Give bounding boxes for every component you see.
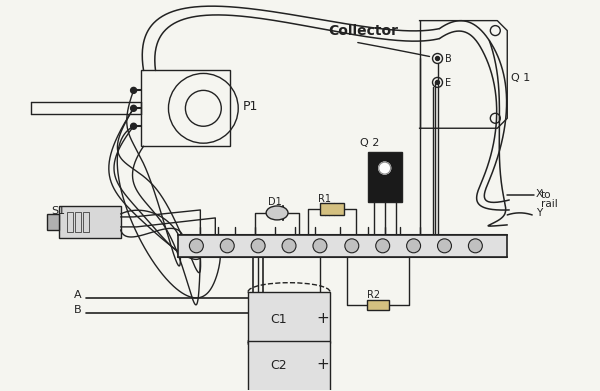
- Ellipse shape: [266, 206, 288, 220]
- Circle shape: [437, 239, 451, 253]
- Text: C2: C2: [270, 359, 287, 372]
- Bar: [67, 212, 73, 232]
- Bar: [367, 300, 389, 310]
- Text: E: E: [445, 79, 452, 88]
- Bar: [140, 70, 230, 146]
- Text: S1: S1: [51, 206, 65, 216]
- Circle shape: [407, 239, 421, 253]
- Bar: [248, 341, 330, 391]
- Circle shape: [379, 162, 391, 174]
- Text: rail: rail: [541, 199, 558, 209]
- Text: A: A: [74, 290, 82, 300]
- Bar: [248, 292, 330, 343]
- Bar: [59, 206, 121, 238]
- Circle shape: [376, 239, 389, 253]
- Circle shape: [131, 87, 137, 93]
- Text: B: B: [74, 305, 82, 315]
- Text: X: X: [536, 189, 543, 199]
- Bar: [368, 152, 401, 202]
- Text: Y: Y: [536, 208, 542, 218]
- Text: D1: D1: [268, 197, 282, 207]
- Text: +: +: [316, 357, 329, 372]
- Circle shape: [131, 123, 137, 129]
- Circle shape: [345, 239, 359, 253]
- Text: R1: R1: [318, 194, 331, 204]
- Bar: [83, 212, 89, 232]
- Circle shape: [469, 239, 482, 253]
- Text: R2: R2: [367, 290, 380, 300]
- Circle shape: [190, 239, 203, 253]
- Circle shape: [131, 105, 137, 111]
- Bar: [75, 212, 81, 232]
- Bar: [47, 214, 59, 230]
- Text: P1: P1: [243, 100, 259, 113]
- Circle shape: [282, 239, 296, 253]
- Text: C1: C1: [270, 312, 287, 326]
- Text: B: B: [445, 54, 452, 65]
- Circle shape: [313, 239, 327, 253]
- Text: +: +: [316, 310, 329, 326]
- Text: Q 2: Q 2: [360, 138, 379, 148]
- Bar: [178, 235, 507, 257]
- Circle shape: [436, 56, 440, 61]
- Text: Collector: Collector: [328, 23, 398, 38]
- Circle shape: [436, 81, 440, 84]
- Circle shape: [220, 239, 234, 253]
- Bar: [320, 203, 344, 215]
- Circle shape: [251, 239, 265, 253]
- Text: Q 1: Q 1: [511, 74, 530, 83]
- Text: to: to: [541, 190, 551, 200]
